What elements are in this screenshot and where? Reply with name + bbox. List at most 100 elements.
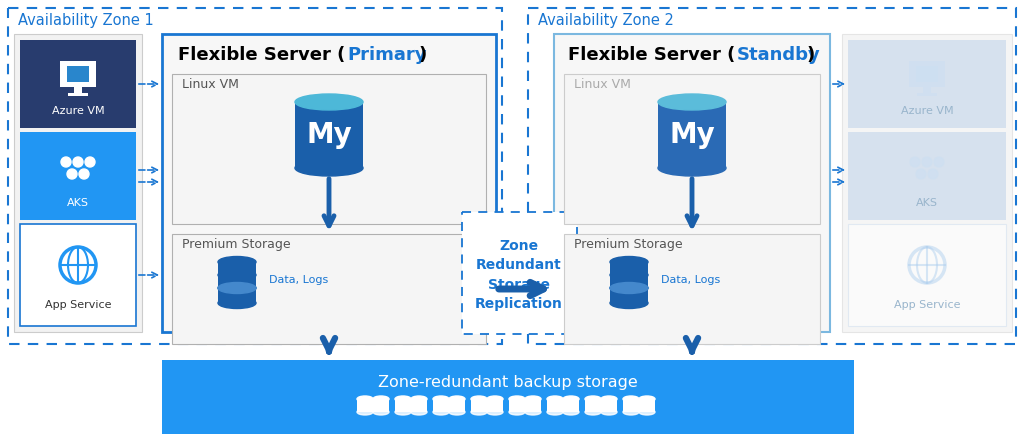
Text: Azure VM: Azure VM: [901, 106, 953, 116]
FancyBboxPatch shape: [172, 234, 486, 344]
FancyBboxPatch shape: [658, 102, 726, 168]
Ellipse shape: [601, 396, 617, 402]
FancyBboxPatch shape: [525, 399, 541, 412]
FancyBboxPatch shape: [14, 34, 142, 332]
Ellipse shape: [395, 396, 411, 402]
FancyBboxPatch shape: [462, 212, 577, 334]
Circle shape: [73, 157, 83, 167]
Ellipse shape: [373, 396, 389, 402]
Ellipse shape: [563, 396, 579, 402]
Ellipse shape: [487, 409, 503, 415]
Ellipse shape: [585, 409, 601, 415]
Text: Flexible Server (: Flexible Server (: [178, 46, 345, 64]
Text: Linux VM: Linux VM: [574, 78, 631, 91]
Ellipse shape: [639, 396, 655, 402]
Text: Data, Logs: Data, Logs: [269, 275, 329, 285]
Ellipse shape: [610, 297, 648, 309]
Ellipse shape: [449, 396, 465, 402]
Text: Availability Zone 2: Availability Zone 2: [538, 13, 674, 28]
Ellipse shape: [295, 160, 362, 176]
Ellipse shape: [601, 409, 617, 415]
FancyBboxPatch shape: [564, 74, 820, 224]
Ellipse shape: [610, 282, 648, 293]
Circle shape: [67, 169, 77, 179]
Ellipse shape: [623, 396, 639, 402]
FancyBboxPatch shape: [639, 399, 655, 412]
Ellipse shape: [395, 409, 411, 415]
FancyBboxPatch shape: [411, 399, 427, 412]
Ellipse shape: [373, 409, 389, 415]
Text: App Service: App Service: [45, 300, 112, 310]
FancyBboxPatch shape: [585, 399, 601, 412]
FancyBboxPatch shape: [554, 34, 830, 332]
FancyBboxPatch shape: [218, 288, 256, 303]
Ellipse shape: [525, 396, 541, 402]
Ellipse shape: [547, 396, 563, 402]
Ellipse shape: [357, 409, 373, 415]
FancyBboxPatch shape: [162, 34, 496, 332]
Ellipse shape: [218, 270, 256, 281]
Circle shape: [85, 157, 95, 167]
FancyBboxPatch shape: [487, 399, 503, 412]
Text: My: My: [669, 121, 715, 149]
FancyBboxPatch shape: [547, 399, 563, 412]
FancyBboxPatch shape: [60, 61, 96, 87]
Ellipse shape: [610, 270, 648, 281]
FancyBboxPatch shape: [373, 399, 389, 412]
Circle shape: [934, 157, 944, 167]
Text: ): ): [807, 46, 815, 64]
FancyBboxPatch shape: [610, 262, 648, 277]
FancyBboxPatch shape: [20, 40, 136, 128]
Text: Zone
Redundant
Storage
Replication: Zone Redundant Storage Replication: [475, 239, 563, 311]
Text: Data, Logs: Data, Logs: [662, 275, 720, 285]
FancyBboxPatch shape: [623, 399, 639, 412]
FancyBboxPatch shape: [916, 66, 938, 82]
FancyBboxPatch shape: [848, 132, 1006, 220]
Ellipse shape: [547, 409, 563, 415]
Text: ): ): [419, 46, 427, 64]
Circle shape: [61, 157, 71, 167]
FancyBboxPatch shape: [449, 399, 465, 412]
Ellipse shape: [509, 396, 525, 402]
Ellipse shape: [487, 396, 503, 402]
Ellipse shape: [218, 257, 256, 267]
Ellipse shape: [218, 282, 256, 293]
FancyBboxPatch shape: [848, 224, 1006, 326]
FancyBboxPatch shape: [20, 224, 136, 326]
FancyBboxPatch shape: [842, 34, 1012, 332]
FancyBboxPatch shape: [909, 61, 945, 87]
FancyBboxPatch shape: [509, 399, 525, 412]
FancyBboxPatch shape: [601, 399, 617, 412]
Text: Premium Storage: Premium Storage: [574, 238, 683, 251]
Text: Availability Zone 1: Availability Zone 1: [18, 13, 154, 28]
Ellipse shape: [610, 282, 648, 293]
Ellipse shape: [433, 409, 449, 415]
Ellipse shape: [658, 160, 726, 176]
FancyBboxPatch shape: [395, 399, 411, 412]
Text: App Service: App Service: [894, 300, 961, 310]
FancyBboxPatch shape: [563, 399, 579, 412]
FancyBboxPatch shape: [172, 74, 486, 224]
FancyBboxPatch shape: [357, 399, 373, 412]
Ellipse shape: [218, 297, 256, 309]
FancyBboxPatch shape: [218, 275, 256, 290]
Text: Standby: Standby: [737, 46, 821, 64]
FancyBboxPatch shape: [610, 275, 648, 290]
FancyBboxPatch shape: [471, 399, 487, 412]
Ellipse shape: [525, 409, 541, 415]
FancyBboxPatch shape: [918, 93, 937, 96]
FancyBboxPatch shape: [68, 93, 88, 96]
FancyBboxPatch shape: [848, 40, 1006, 128]
Ellipse shape: [658, 94, 726, 110]
Ellipse shape: [295, 94, 362, 110]
FancyBboxPatch shape: [295, 102, 362, 168]
Text: Linux VM: Linux VM: [182, 78, 239, 91]
Ellipse shape: [639, 409, 655, 415]
FancyBboxPatch shape: [923, 87, 931, 93]
Text: My: My: [306, 121, 352, 149]
Circle shape: [928, 169, 938, 179]
Text: Premium Storage: Premium Storage: [182, 238, 291, 251]
Ellipse shape: [585, 396, 601, 402]
FancyBboxPatch shape: [433, 399, 449, 412]
Circle shape: [922, 157, 932, 167]
